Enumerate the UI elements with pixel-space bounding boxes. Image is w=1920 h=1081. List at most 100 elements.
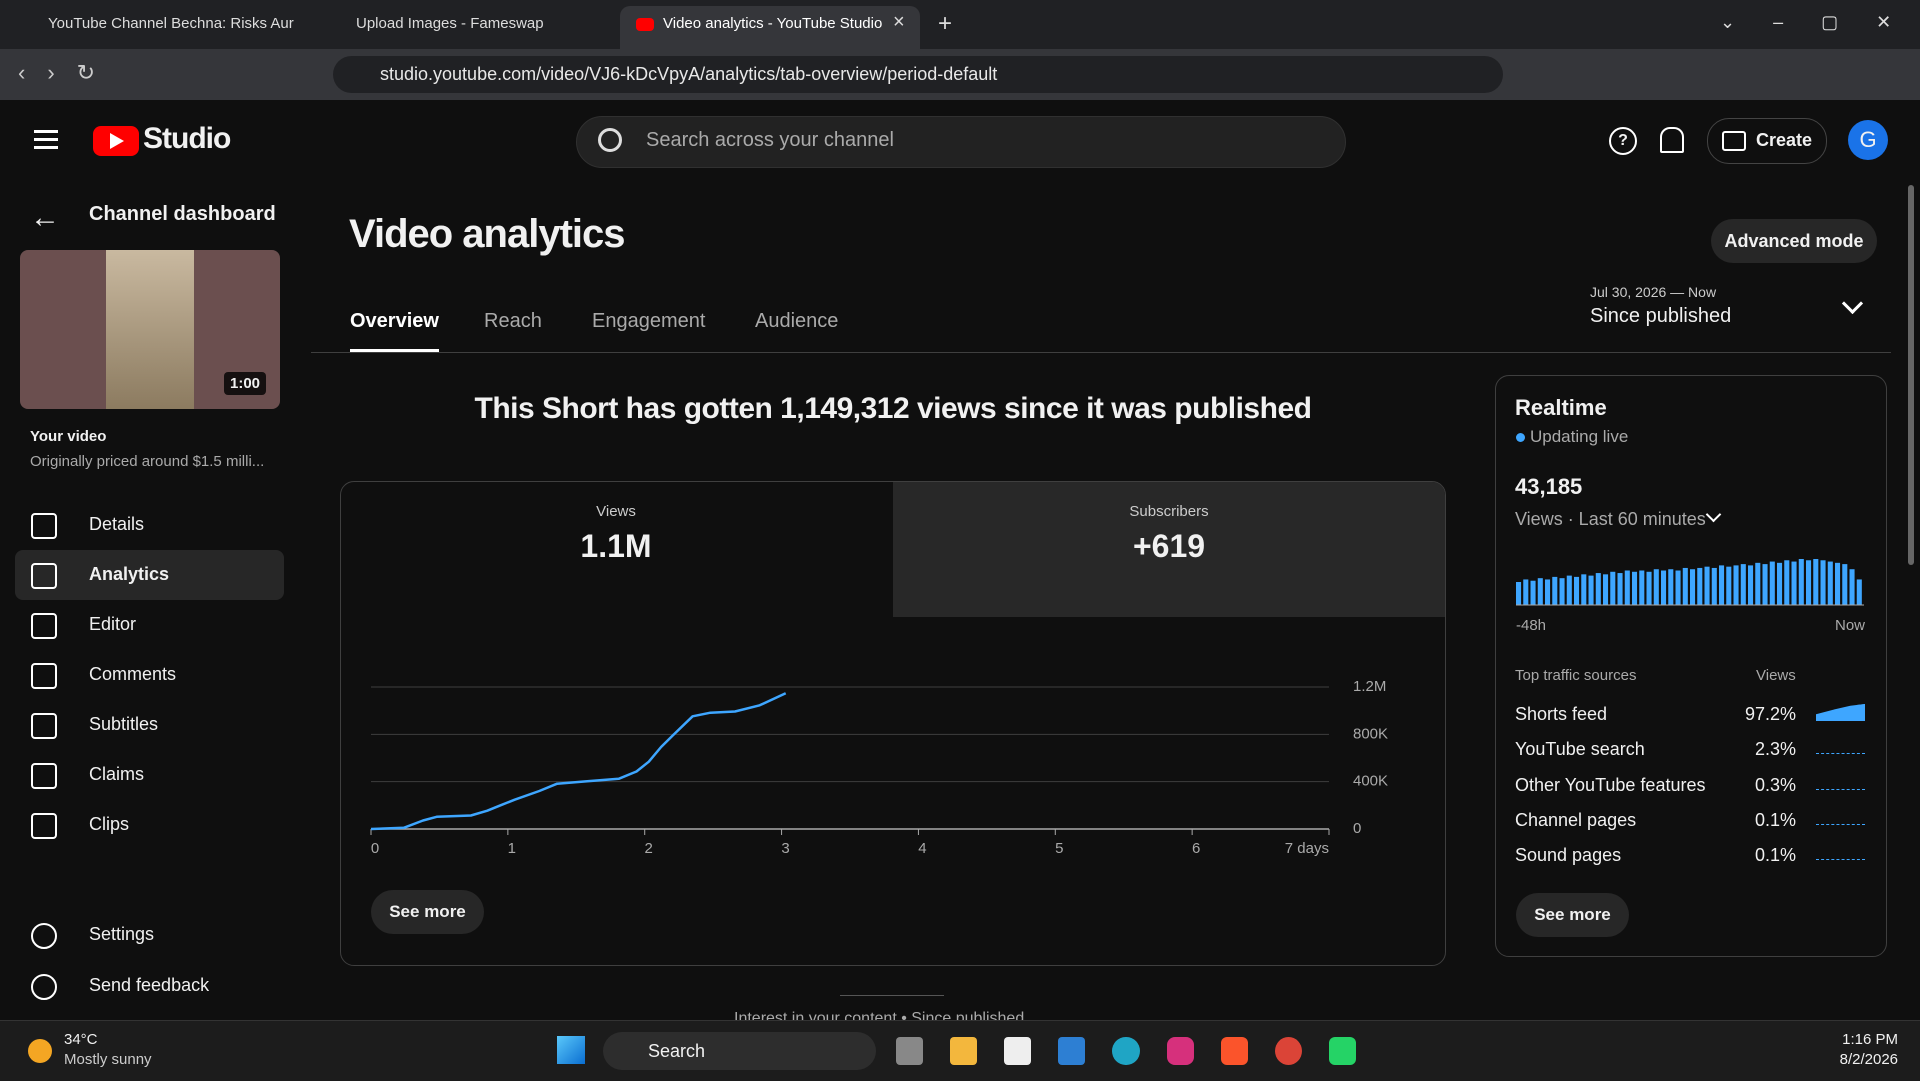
realtime-bar — [1798, 559, 1804, 605]
realtime-bar — [1690, 569, 1696, 605]
app-icon[interactable] — [950, 1037, 978, 1065]
realtime-bar — [1588, 575, 1594, 605]
create-button[interactable] — [1707, 118, 1827, 164]
nav-icon[interactable] — [31, 663, 57, 689]
channel-dashboard[interactable]: Channel dashboard — [89, 203, 276, 225]
address-bar[interactable] — [333, 56, 1503, 93]
source-sparkline — [1816, 823, 1865, 826]
app-icon[interactable] — [896, 1037, 924, 1065]
clock-time[interactable]: 1:16 PM — [1842, 1031, 1898, 1048]
taskbar-search[interactable] — [603, 1032, 876, 1070]
nav-buttons[interactable]: ‹›↻ — [18, 60, 118, 85]
temperature[interactable]: 34°C — [64, 1031, 98, 1048]
tab[interactable]: Overview — [350, 310, 439, 332]
nav-item[interactable]: Analytics — [89, 564, 170, 584]
realtime-bar — [1617, 573, 1623, 605]
close-tab[interactable]: × — [893, 11, 905, 33]
tab[interactable]: Engagement — [592, 310, 706, 332]
source-name[interactable]: Channel pages — [1515, 809, 1637, 830]
url[interactable]: studio.youtube.com/video/VJ6-kDcVpyA/ana… — [380, 64, 998, 84]
app-icon[interactable] — [1328, 1037, 1356, 1065]
realtime-bar — [1813, 559, 1819, 605]
create-label[interactable]: Create — [1756, 130, 1813, 150]
tab-title[interactable]: Video analytics - YouTube Studio — [663, 15, 883, 32]
nav-icon[interactable] — [31, 923, 57, 949]
realtime-bar — [1595, 573, 1601, 605]
window-controls[interactable]: ⌄–▢✕ — [1720, 12, 1920, 32]
period-range[interactable]: Jul 30, 2026 — Now — [1590, 284, 1717, 300]
nav-item[interactable]: Settings — [89, 924, 155, 944]
realtime-bar — [1653, 569, 1659, 605]
subscribers-tile[interactable] — [893, 482, 1445, 617]
realtime-bar — [1769, 561, 1775, 605]
nav-icon[interactable] — [31, 563, 57, 589]
nav-icon[interactable] — [31, 713, 57, 739]
active-tab[interactable] — [620, 6, 920, 49]
realtime-count: 43,185 — [1515, 474, 1583, 499]
realtime-period[interactable]: Views · Last 60 minutes — [1515, 509, 1706, 529]
search-box[interactable] — [576, 116, 1346, 168]
realtime-bar — [1711, 567, 1717, 605]
metric-label[interactable]: Subscribers — [1129, 503, 1209, 520]
realtime-bar — [1682, 567, 1688, 605]
nav-item[interactable]: Send feedback — [89, 975, 210, 995]
metric-value[interactable]: +619 — [1132, 528, 1206, 564]
new-tab[interactable]: + — [938, 10, 953, 37]
realtime-bar — [1545, 579, 1551, 605]
nav-icon[interactable] — [31, 974, 57, 1000]
see-more-button[interactable]: See more — [371, 890, 484, 934]
realtime-see-more[interactable]: See more — [1516, 893, 1629, 937]
search-placeholder[interactable]: Search across your channel — [646, 129, 894, 151]
app-icon[interactable] — [1112, 1037, 1140, 1065]
menu-icon[interactable] — [34, 130, 58, 133]
realtime-bar — [1740, 564, 1746, 605]
notifications-icon[interactable] — [1660, 127, 1684, 153]
nav-item[interactable]: Subtitles — [89, 714, 159, 734]
tab-title[interactable]: YouTube Channel Bechna: Risks Aur N — [48, 15, 294, 32]
tab-title[interactable]: Upload Images - Fameswap — [356, 15, 544, 32]
nav-icon[interactable] — [31, 513, 57, 539]
series-line — [370, 692, 787, 831]
app-icon[interactable] — [1220, 1037, 1248, 1065]
tab[interactable]: Reach — [484, 310, 542, 332]
advanced-mode-button[interactable]: Advanced mode — [1711, 219, 1877, 263]
source-name[interactable]: YouTube search — [1515, 739, 1645, 760]
back-arrow[interactable]: ← — [30, 201, 60, 234]
nav-item[interactable]: Editor — [89, 614, 137, 634]
nav-icon[interactable] — [31, 763, 57, 789]
source-name[interactable]: Sound pages — [1515, 845, 1622, 866]
nav-item[interactable]: Clips — [89, 814, 130, 834]
weather[interactable]: Mostly sunny — [64, 1051, 152, 1068]
tab[interactable]: Audience — [755, 310, 839, 332]
nav-item[interactable]: Details — [89, 514, 145, 534]
logo-text[interactable]: Studio — [143, 122, 231, 155]
source-name[interactable]: Other YouTube features — [1515, 774, 1706, 795]
app-icon[interactable] — [1058, 1037, 1086, 1065]
nav-icon[interactable] — [31, 813, 57, 839]
overview-card — [340, 481, 1446, 966]
scrollbar[interactable] — [1908, 185, 1914, 565]
taskbar-search-label[interactable]: Search — [648, 1041, 706, 1061]
realtime-bar — [1704, 566, 1710, 605]
duration: 1:00 — [224, 372, 267, 395]
nav-item[interactable]: Claims — [89, 764, 145, 784]
thumbnail-image — [106, 250, 194, 409]
page-title: Video analytics — [349, 212, 626, 256]
clock-date[interactable]: 8/2/2026 — [1839, 1051, 1898, 1068]
source-sparkline — [1816, 859, 1865, 861]
source-name[interactable]: Shorts feed — [1515, 704, 1608, 724]
avatar[interactable]: G — [1848, 120, 1888, 160]
video-title[interactable]: Originally priced around $1.5 milli... — [30, 453, 265, 470]
realtime-bar — [1748, 565, 1754, 605]
app-icon[interactable] — [1004, 1037, 1032, 1065]
metric-value[interactable]: 1.1M — [580, 528, 652, 564]
live-dot — [1516, 433, 1525, 442]
app-icon[interactable] — [1274, 1037, 1302, 1065]
nav-icon[interactable] — [31, 613, 57, 639]
metric-label[interactable]: Views — [596, 503, 636, 520]
help-icon[interactable]: ? — [1609, 127, 1637, 155]
app-icon[interactable] — [1166, 1037, 1194, 1065]
nav-item[interactable]: Comments — [89, 664, 177, 684]
start-button[interactable] — [557, 1036, 585, 1064]
period[interactable]: Since published — [1590, 305, 1732, 327]
